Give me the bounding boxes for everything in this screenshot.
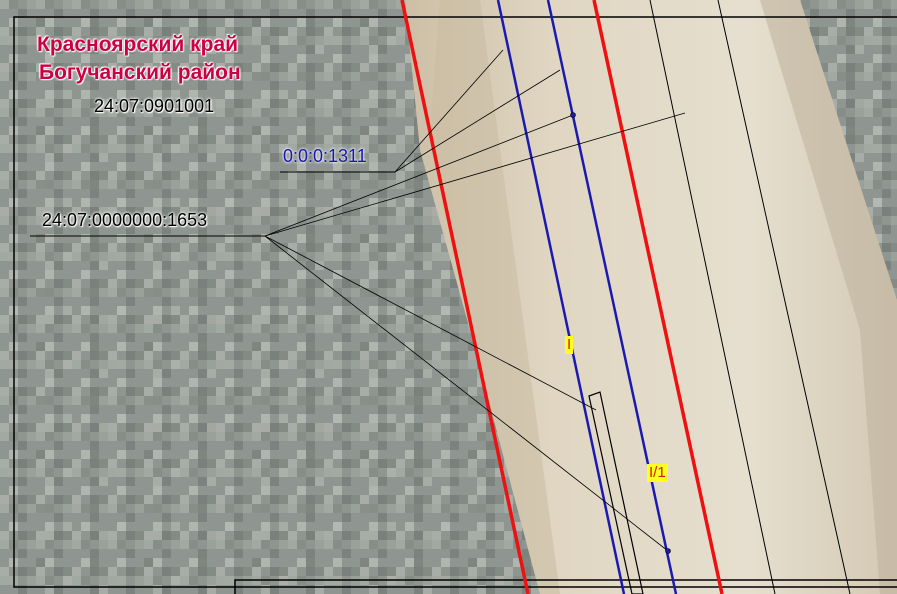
parcel-line-blue-2 bbox=[546, 0, 678, 594]
leader-1653-d bbox=[264, 235, 669, 552]
zone-label-i[interactable]: I bbox=[565, 336, 574, 354]
boundary-red-1 bbox=[400, 0, 530, 594]
boundary-black-2 bbox=[717, 0, 851, 594]
structure-outline bbox=[588, 391, 644, 594]
inset-frame bbox=[234, 579, 897, 594]
leader-1311-b bbox=[394, 69, 561, 173]
cadastral-block-label: 24:07:0901001 bbox=[94, 96, 215, 116]
leader-1653-c bbox=[264, 235, 597, 411]
survey-point-1 bbox=[570, 112, 576, 118]
survey-point-2 bbox=[665, 548, 671, 554]
road-shoulder bbox=[430, 0, 560, 594]
zone-label-i-1[interactable]: I/1 bbox=[647, 464, 668, 482]
map-frame bbox=[13, 16, 897, 588]
boundary-black-1 bbox=[649, 0, 776, 594]
leader-1311-a bbox=[394, 49, 504, 173]
boundary-red-2 bbox=[592, 0, 724, 594]
road-edge-right bbox=[760, 0, 897, 594]
leader-1653-b bbox=[264, 112, 686, 237]
region-name-label: Красноярский край bbox=[37, 33, 239, 56]
district-name-label: Богучанский район bbox=[39, 61, 241, 84]
parcel-label-1311[interactable]: 0:0:0:1311 bbox=[283, 146, 367, 166]
parcel-line-blue-1 bbox=[496, 0, 626, 594]
parcel-label-1653[interactable]: 24:07:0000000:1653 bbox=[42, 210, 208, 230]
leader-1653-a bbox=[264, 114, 574, 237]
